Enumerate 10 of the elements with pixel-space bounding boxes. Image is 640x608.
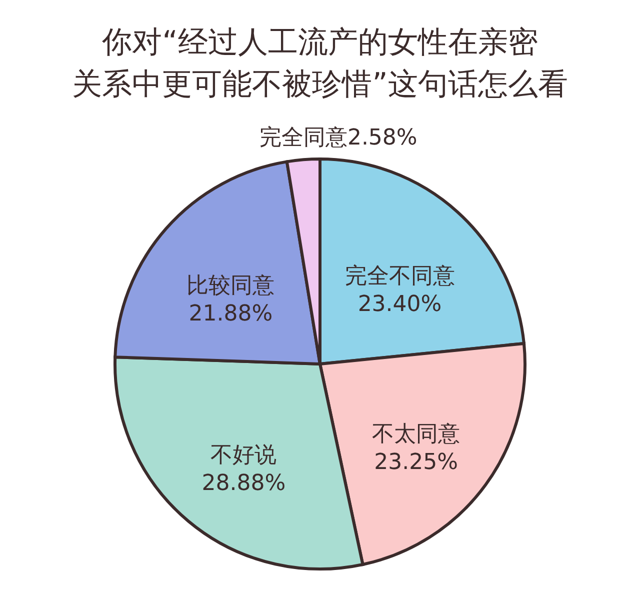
data-label: 23.25%: [374, 450, 458, 476]
slice-label: 完全不同意: [344, 264, 455, 289]
chart-title: 你对“经过人工流产的女性在亲密关系中更可能不被珍惜”这句话怎么看: [72, 25, 568, 102]
slice-label: 不太同意: [372, 422, 460, 448]
data-label: 21.88%: [188, 301, 273, 326]
data-label: 28.88%: [202, 471, 286, 496]
slice-label: 比较同意: [186, 273, 275, 298]
data-label: 23.40%: [358, 292, 442, 317]
slice-label: 完全同意2.58%: [259, 126, 418, 151]
slice-label: 不好说: [210, 443, 277, 468]
